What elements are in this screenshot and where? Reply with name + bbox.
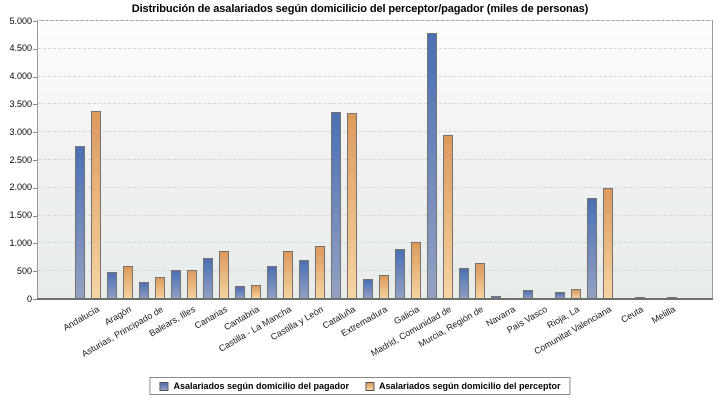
y-axis-tick bbox=[33, 187, 37, 189]
gridline-4500 bbox=[38, 47, 712, 49]
gridline-500 bbox=[38, 270, 712, 272]
bar-pagador-0 bbox=[75, 145, 85, 299]
bar-pagador-13 bbox=[491, 296, 501, 299]
gridline-5000 bbox=[38, 20, 712, 21]
gridline-1500 bbox=[38, 214, 712, 216]
bar-perceptor-15 bbox=[571, 289, 581, 299]
y-axis-tick bbox=[33, 104, 37, 106]
x-axis-line bbox=[37, 298, 713, 300]
gridline-2500 bbox=[38, 159, 712, 160]
bar-pagador-10 bbox=[395, 248, 405, 299]
y-axis-label-2.500: 2.500 bbox=[9, 154, 32, 165]
bar-pagador-5 bbox=[235, 286, 245, 299]
y-axis-tick bbox=[33, 271, 37, 273]
bar-pagador-15 bbox=[555, 291, 565, 299]
bar-perceptor-4 bbox=[219, 251, 229, 299]
y-axis-label-500: 500 bbox=[16, 265, 32, 276]
chart-title: Distribución de asalariados según domici… bbox=[131, 3, 589, 15]
bar-perceptor-2 bbox=[155, 277, 165, 299]
legend-swatch-perceptor-icon bbox=[365, 381, 374, 391]
bar-perceptor-0 bbox=[91, 111, 101, 299]
bar-perceptor-1 bbox=[123, 266, 133, 299]
bar-pagador-7 bbox=[299, 260, 309, 299]
bar-perceptor-6 bbox=[283, 251, 293, 299]
bar-pagador-4 bbox=[203, 257, 213, 299]
gridline-3500 bbox=[38, 103, 712, 105]
y-axis-tick bbox=[33, 76, 37, 78]
y-axis-tick bbox=[33, 21, 37, 22]
bar-pagador-11 bbox=[427, 33, 437, 299]
gridline-4000 bbox=[38, 75, 712, 77]
bar-perceptor-12 bbox=[475, 263, 485, 299]
bar-perceptor-7 bbox=[315, 245, 325, 299]
gridline-2000 bbox=[38, 186, 712, 188]
bar-perceptor-3 bbox=[187, 269, 197, 299]
bar-pagador-12 bbox=[459, 268, 469, 299]
bar-pagador-16 bbox=[587, 198, 597, 299]
y-axis-tick bbox=[33, 160, 37, 161]
y-axis-tick bbox=[33, 215, 37, 217]
bar-perceptor-9 bbox=[379, 274, 389, 299]
y-axis-tick bbox=[33, 132, 37, 134]
y-axis-tick bbox=[33, 48, 37, 50]
y-axis-tick bbox=[33, 299, 37, 300]
y-axis-label-2.000: 2.000 bbox=[9, 182, 32, 193]
bar-perceptor-16 bbox=[603, 187, 613, 299]
legend-item-pagador: Asalariados según domicilio del pagador bbox=[159, 381, 349, 391]
bar-perceptor-5 bbox=[251, 285, 261, 299]
legend-item-perceptor: Asalariados según domicilio del percepto… bbox=[365, 381, 561, 391]
y-axis-label-4.000: 4.000 bbox=[9, 71, 32, 82]
y-axis-label-4.500: 4.500 bbox=[9, 43, 32, 54]
bar-pagador-6 bbox=[267, 265, 277, 299]
bar-perceptor-17 bbox=[635, 296, 645, 299]
legend: Asalariados según domicilio del pagador … bbox=[149, 377, 571, 395]
bar-perceptor-10 bbox=[411, 241, 421, 299]
bar-pagador-1 bbox=[107, 271, 117, 299]
y-axis-tick bbox=[33, 243, 37, 245]
gridline-3000 bbox=[38, 131, 712, 133]
bar-pagador-2 bbox=[139, 282, 149, 299]
bar-perceptor-8 bbox=[347, 112, 357, 299]
legend-label-perceptor: Asalariados según domicilio del percepto… bbox=[379, 381, 561, 391]
plot-area bbox=[37, 20, 713, 300]
legend-label-pagador: Asalariados según domicilio del pagador bbox=[173, 381, 349, 391]
y-axis-label-1.000: 1.000 bbox=[9, 237, 32, 248]
y-axis-label-3.500: 3.500 bbox=[9, 98, 32, 109]
y-axis-label-1.500: 1.500 bbox=[9, 210, 32, 221]
bar-pagador-8 bbox=[331, 111, 341, 299]
bar-pagador-14 bbox=[523, 290, 533, 299]
bar-perceptor-11 bbox=[443, 134, 453, 299]
legend-swatch-pagador-icon bbox=[159, 381, 169, 391]
y-axis-label-3.000: 3.000 bbox=[9, 126, 32, 137]
gridline-1000 bbox=[38, 242, 712, 244]
bar-pagador-9 bbox=[363, 278, 373, 299]
bar-perceptor-18 bbox=[667, 296, 677, 299]
y-axis-label-5.000: 5.000 bbox=[9, 15, 32, 26]
bar-pagador-3 bbox=[171, 270, 181, 299]
y-axis-label-0: 0 bbox=[26, 293, 32, 304]
